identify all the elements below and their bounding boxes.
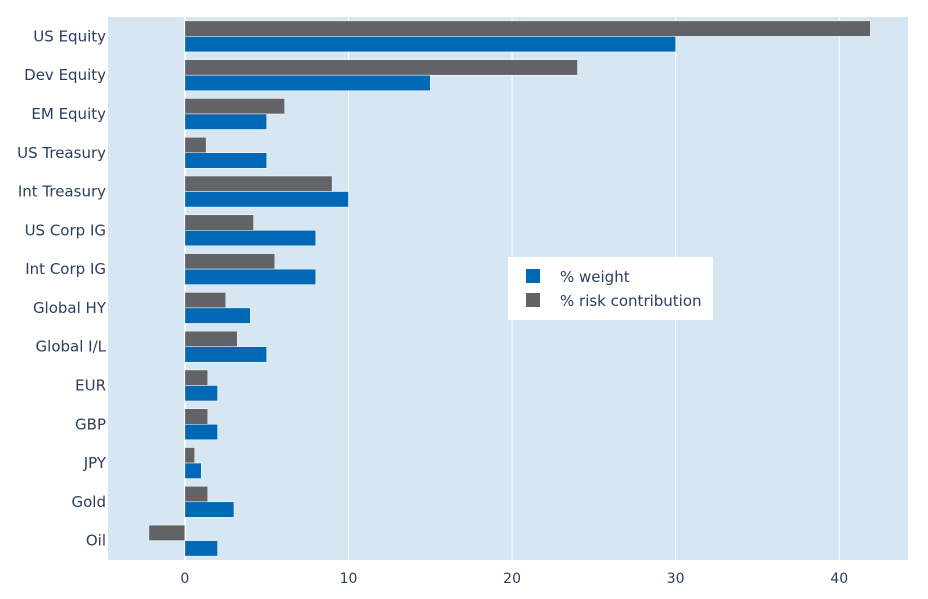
x-tick-label: 40 <box>830 571 848 587</box>
bar-weight <box>184 501 235 518</box>
bar-weight <box>184 424 218 441</box>
category-label: Gold <box>72 493 107 511</box>
bar-risk-contribution <box>184 98 285 115</box>
legend: % weight % risk contribution <box>508 257 713 320</box>
bar-risk-contribution <box>184 175 333 192</box>
bars <box>148 20 871 557</box>
bar-weight <box>184 462 202 479</box>
category-label: JPY <box>83 454 107 472</box>
bar-risk-contribution <box>148 524 186 541</box>
bar-risk-contribution <box>184 369 209 386</box>
x-tick-labels: 0 10 20 30 40 <box>180 571 848 587</box>
bar-risk-contribution <box>184 486 209 503</box>
x-tick-label: 10 <box>340 571 358 587</box>
bar-weight <box>184 36 676 53</box>
legend-box <box>508 257 713 320</box>
bar-weight <box>184 113 267 130</box>
legend-label-risk-contribution: % risk contribution <box>560 292 702 310</box>
bar-risk-contribution <box>184 136 207 154</box>
bar-weight <box>184 191 349 208</box>
bar-weight <box>184 346 267 363</box>
legend-label-weight: % weight <box>560 268 630 286</box>
category-label: Int Treasury <box>18 183 106 201</box>
bar-risk-contribution <box>184 59 578 76</box>
category-label: EM Equity <box>31 105 106 123</box>
bar-risk-contribution <box>184 408 209 425</box>
legend-swatch-risk-contribution <box>526 293 540 307</box>
bar-risk-contribution <box>184 253 276 270</box>
category-label: EUR <box>75 376 106 394</box>
category-label: Global I/L <box>36 338 107 356</box>
category-label: Int Corp IG <box>25 260 106 278</box>
category-label: Global HY <box>33 299 107 317</box>
category-label: US Corp IG <box>25 221 106 239</box>
legend-swatch-weight <box>526 269 540 283</box>
bar-weight <box>184 152 267 169</box>
category-label: US Equity <box>33 27 106 45</box>
bar-risk-contribution <box>184 292 227 309</box>
category-label: GBP <box>75 415 106 433</box>
bar-weight <box>184 385 218 402</box>
bar-weight <box>184 540 218 557</box>
bar-risk-contribution <box>184 214 254 231</box>
category-label: Dev Equity <box>24 66 106 84</box>
x-tick-label: 0 <box>180 571 189 587</box>
category-labels: US Equity Dev Equity EM Equity US Treasury I… <box>17 27 107 549</box>
bar-weight <box>184 268 317 285</box>
category-label: Oil <box>86 532 106 550</box>
bar-weight <box>184 230 317 247</box>
bar-weight <box>184 307 251 324</box>
x-tick-label: 30 <box>667 571 685 587</box>
bar-risk-contribution <box>184 20 871 37</box>
bar-risk-contribution <box>184 447 195 464</box>
bar-risk-contribution <box>184 330 238 347</box>
x-tick-label: 20 <box>503 571 521 587</box>
bar-weight <box>184 74 431 91</box>
category-label: US Treasury <box>17 144 106 162</box>
